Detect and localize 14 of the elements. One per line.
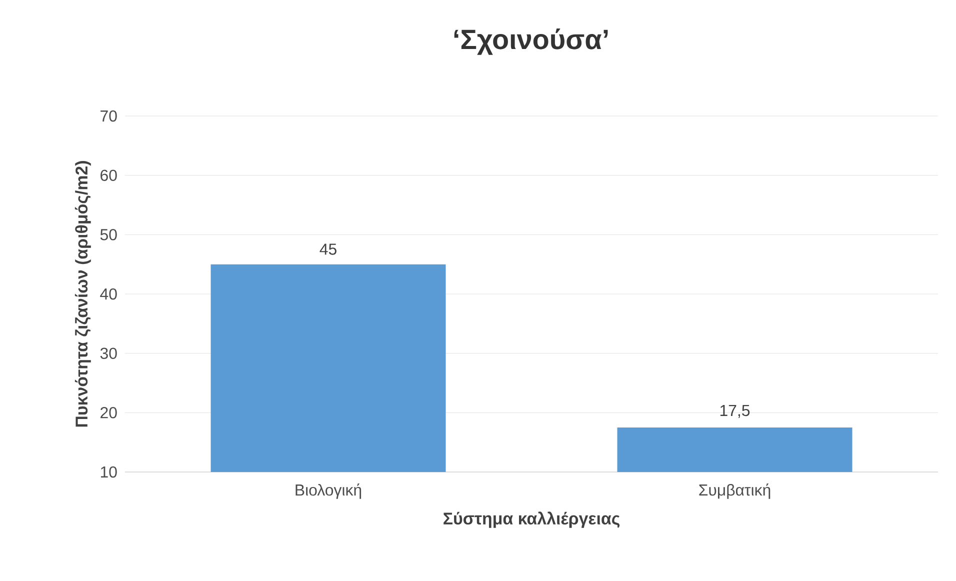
y-tick-label: 40 [100,288,117,300]
x-axis-title: Σύστημα καλλιέργειας [444,512,620,528]
y-tick-label: 60 [100,170,117,181]
y-tick-label: 10 [100,466,117,478]
y-tick-label: 30 [100,348,117,359]
x-tick-label: Βιολογική [296,484,362,499]
data-label: 17,5 [720,404,750,418]
data-label: 45 [320,244,336,255]
x-tick-label: Συμβατική [699,484,770,499]
y-tick-label: 20 [100,407,117,418]
y-tick-label: 50 [100,229,117,240]
y-axis-title: Πυκνότητα ζιζανίων (αριθμός/m2) [74,161,91,427]
chart-title: ‘Σχοινούσα’ [454,28,608,55]
y-tick-label: 70 [100,110,117,122]
